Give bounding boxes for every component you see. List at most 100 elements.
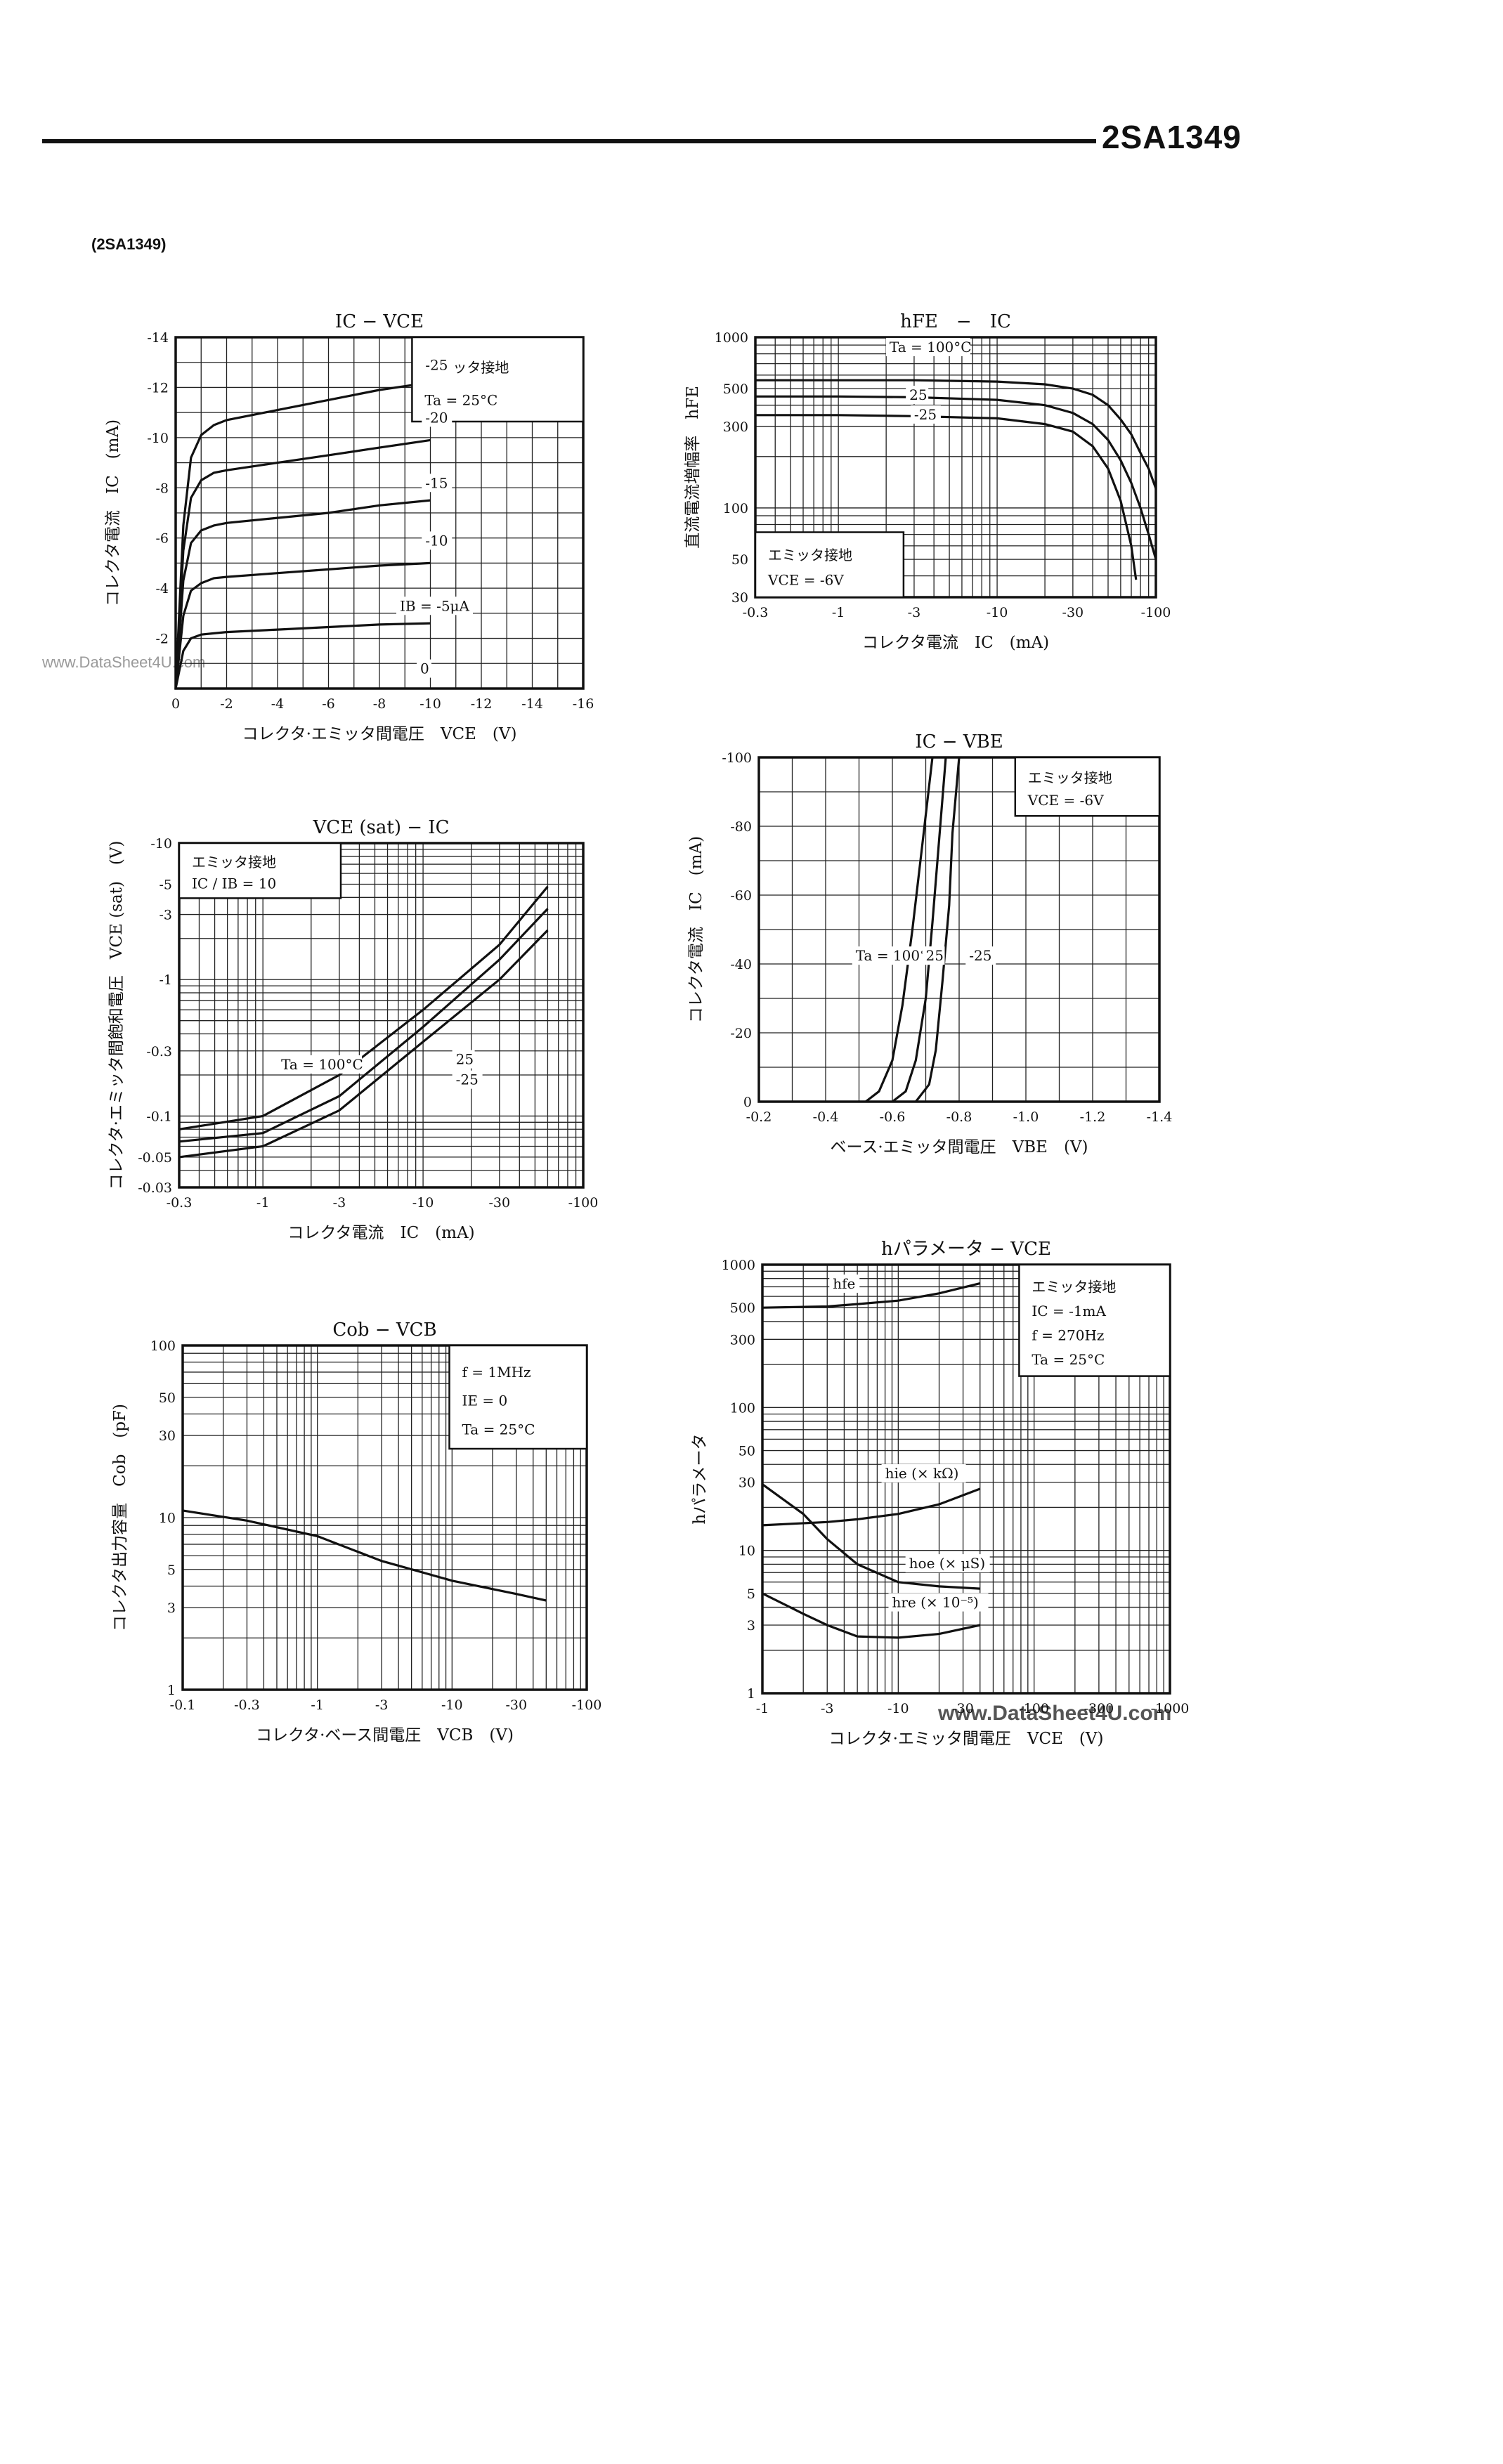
x-tick-label: -1.4 [1147,1109,1173,1125]
annotation-label: -20 [425,409,448,426]
annotation-label: -25 [425,356,448,373]
plot-frame [178,842,585,1189]
x-tick-label: -1 [756,1701,769,1716]
y-tick-label: -6 [155,531,169,547]
header-rule [42,139,1096,143]
series-line-2 [755,414,1138,580]
x-tick-label: -3 [333,1195,346,1211]
y-tick-label: -10 [150,836,172,852]
plot-frame [181,1344,588,1691]
x-tick-label: -3 [375,1697,389,1713]
legend-box-line: エミッタ接地 [1032,1278,1116,1295]
annotation-bg [922,946,945,965]
chart-hfe-ic: -0.3 -1 -3 -10 -30 -100 30 50 100 300 500 1000 hFE −… [684,311,1171,652]
x-tick-label: -6 [322,696,335,712]
annotation-bg [417,659,431,678]
annotation-bg [278,1055,363,1074]
y-tick-label: 100 [723,501,748,516]
annotation-label: hie (× kΩ) [885,1465,959,1482]
y-tick-label: -0.05 [138,1150,172,1166]
plot-frame [174,336,585,690]
y-tick-label: 50 [159,1390,176,1406]
annotation-bg [905,1554,990,1573]
series-line-0 [755,379,1157,489]
y-tick-label: -0.3 [146,1044,172,1060]
x-tick-label: -1 [832,605,845,620]
chart-ic-vce: 0 -2 -4 -6 -8 -10 -12 -14 -16 -2 -4 -6 -8 -10 -12 -14 IC… [104,311,594,743]
annotation-label: -15 [425,474,448,491]
x-tick-label: -0.3 [743,605,769,620]
x-axis-label: コレクタ電流 IC (mA) [287,1224,474,1242]
series-line-2 [174,499,431,689]
y-tick-label: -60 [730,888,752,904]
series-line-1 [762,1487,981,1527]
x-tick-label: -100 [572,1697,602,1713]
x-tick-label: -12 [471,696,493,712]
x-tick-label: -0.6 [880,1109,906,1125]
legend-box-line: エミッタ接地 [1028,769,1112,786]
x-tick-label: -0.3 [167,1195,193,1211]
legend-box-line: エミッタ接地 [768,547,852,563]
y-tick-label: 3 [167,1601,176,1616]
x-tick-label: -3 [908,605,921,620]
x-tick-label: -10 [887,1701,909,1716]
series-line-0 [865,757,934,1103]
y-tick-label: 5 [167,1563,176,1578]
annotation-bg [396,597,473,615]
annotation-label: 25 [909,386,927,403]
legend-box-frame [178,842,342,899]
annotation-bg [452,1070,483,1089]
y-tick-label: -100 [722,750,752,766]
y-tick-label: -80 [730,819,752,835]
y-tick-label: -0.1 [146,1109,172,1124]
y-tick-label: -8 [155,481,169,496]
annotation-label: -25 [969,947,991,964]
legend-box-frame [754,531,905,599]
y-tick-label: 1000 [715,330,748,346]
chart-title: Cob − VCB [332,1319,436,1341]
legend-box-line: Ta = 25°C [462,1421,535,1438]
y-tick-label: 1 [167,1683,176,1698]
annotation-bg [422,474,453,493]
x-tick-label: -4 [271,696,285,712]
x-tick-label: -8 [373,696,386,712]
annotation-label: 25 [926,947,944,964]
legend-box-line: VCE = -6V [767,572,844,589]
chart-title: VCE (sat) − IC [313,817,450,838]
series-line-1 [892,757,947,1103]
annotation-label: hre (× 10⁻⁵) [892,1594,978,1611]
series-line-0 [182,1509,547,1602]
watermark-bottom: www.DataSheet4U.com [938,1702,1172,1725]
series-line-0 [762,1282,981,1309]
x-tick-label: -1.0 [1013,1109,1039,1125]
y-axis-label: コレクタ·エミッタ間飽和電圧 VCE (sat) (V) [108,841,126,1190]
x-tick-label: -2 [220,696,233,712]
series-line-3 [174,561,431,689]
legend-box-frame [411,336,585,423]
annotation-label: hoe (× μS) [909,1555,986,1572]
y-axis-label: 直流電流増幅率 hFE [684,386,702,549]
annotation-bg [829,1275,860,1293]
chart-title: hFE − IC [900,311,1011,332]
x-axis-label: コレクタ·エミッタ間電圧 VCE (V) [242,725,517,743]
x-tick-label: -0.4 [813,1109,839,1125]
series-line-4 [174,622,431,689]
annotation-label: -25 [914,406,937,423]
y-axis-label: コレクタ電流 IC (mA) [104,419,122,606]
x-tick-label: -3 [821,1701,834,1716]
x-tick-label: -1 [256,1195,270,1211]
x-tick-label: -100 [1019,1701,1049,1716]
legend-box: f = 1MHz IE = 0 Ta = 25°C [448,1344,588,1450]
legend-box-line: Ta = 25°C [424,391,497,408]
y-tick-label: 300 [730,1332,755,1348]
y-tick-label: 100 [150,1338,176,1354]
legend-box-line: f = 1MHz [462,1364,531,1381]
series-line-0 [174,381,431,689]
annotation-label: 25 [456,1051,474,1068]
chart-vcesat-ic: -0.3 -1 -3 -10 -30 -100 -0.03 -0.05 -0.1 -0.3 -1 -3… [108,817,598,1242]
y-tick-label: -2 [155,632,169,647]
y-tick-label: -4 [155,581,169,597]
x-tick-label: -100 [1141,605,1171,620]
x-tick-label: -300 [1084,1701,1114,1716]
